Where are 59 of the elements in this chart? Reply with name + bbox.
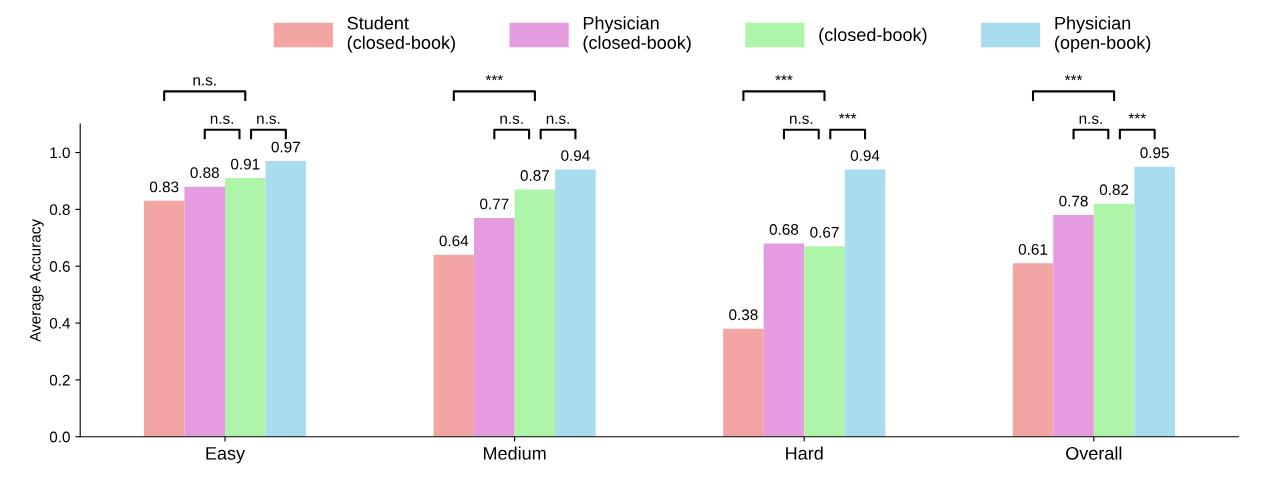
legend-label: (closed-book) [819, 27, 927, 45]
data-label: 0.38 [729, 309, 758, 321]
text: n.s. [1079, 115, 1102, 124]
text: *** [1064, 74, 1083, 81]
text: n.s. [210, 115, 234, 124]
text: n.s. [546, 115, 569, 124]
bar [474, 217, 515, 437]
y-tick-label: 0.6 [49, 261, 70, 272]
data-label: 0.61 [1018, 243, 1048, 255]
bar [184, 186, 225, 437]
data-label: 0.87 [520, 170, 549, 181]
legend-label: Physician (closed-book) [583, 16, 691, 53]
data-label: 0.95 [1140, 147, 1169, 159]
bar [723, 328, 764, 437]
x-tick-label: Overall [1066, 446, 1122, 460]
bar [265, 161, 307, 437]
bar [1134, 166, 1175, 437]
data-label: 0.91 [231, 158, 260, 170]
data-label: 0.82 [1099, 184, 1129, 196]
y-tick-label: 1.0 [50, 147, 70, 159]
bar [1053, 215, 1094, 437]
data-label: 0.97 [271, 141, 300, 153]
bar [763, 243, 805, 437]
bar [844, 169, 886, 437]
y-tick-label: 0.0 [49, 431, 70, 443]
data-label: 0.78 [1059, 195, 1088, 207]
bar [555, 169, 596, 437]
bar [143, 200, 185, 437]
text: *** [838, 113, 857, 119]
data-label: 0.68 [769, 224, 799, 235]
text: n.s. [500, 115, 523, 124]
bar [433, 254, 475, 437]
bar [225, 178, 266, 437]
bar [804, 246, 845, 437]
bar [514, 189, 556, 437]
legend-label: Student (closed-book) [347, 16, 455, 53]
data-label: 0.64 [439, 235, 469, 247]
data-label: 0.88 [190, 167, 219, 179]
y-tick-label: 0.2 [49, 374, 70, 386]
text: *** [485, 74, 504, 81]
y-tick-label: 0.4 [49, 317, 71, 329]
data-label: 0.77 [480, 198, 509, 210]
data-label: 0.94 [850, 150, 880, 161]
text: n.s. [257, 115, 280, 124]
text: *** [775, 74, 793, 81]
data-label: 0.83 [149, 181, 179, 193]
legend-label: Physician (open-book) [1055, 16, 1151, 53]
bar [1093, 203, 1135, 437]
y-axis-title: Average Accuracy [30, 219, 44, 342]
data-label: 0.67 [810, 226, 839, 238]
y-tick-label: 0.8 [49, 204, 70, 216]
data-label: 0.94 [561, 150, 590, 161]
text: *** [1128, 113, 1146, 119]
x-tick-label: Medium [483, 446, 546, 460]
x-tick-label: Easy [206, 447, 246, 464]
text: n.s. [790, 115, 813, 124]
x-tick-label: Hard [786, 446, 823, 460]
text: n.s. [193, 77, 216, 86]
bar [1012, 263, 1054, 437]
